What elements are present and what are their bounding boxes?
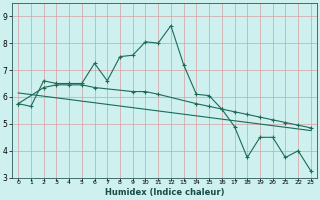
X-axis label: Humidex (Indice chaleur): Humidex (Indice chaleur) (105, 188, 224, 197)
